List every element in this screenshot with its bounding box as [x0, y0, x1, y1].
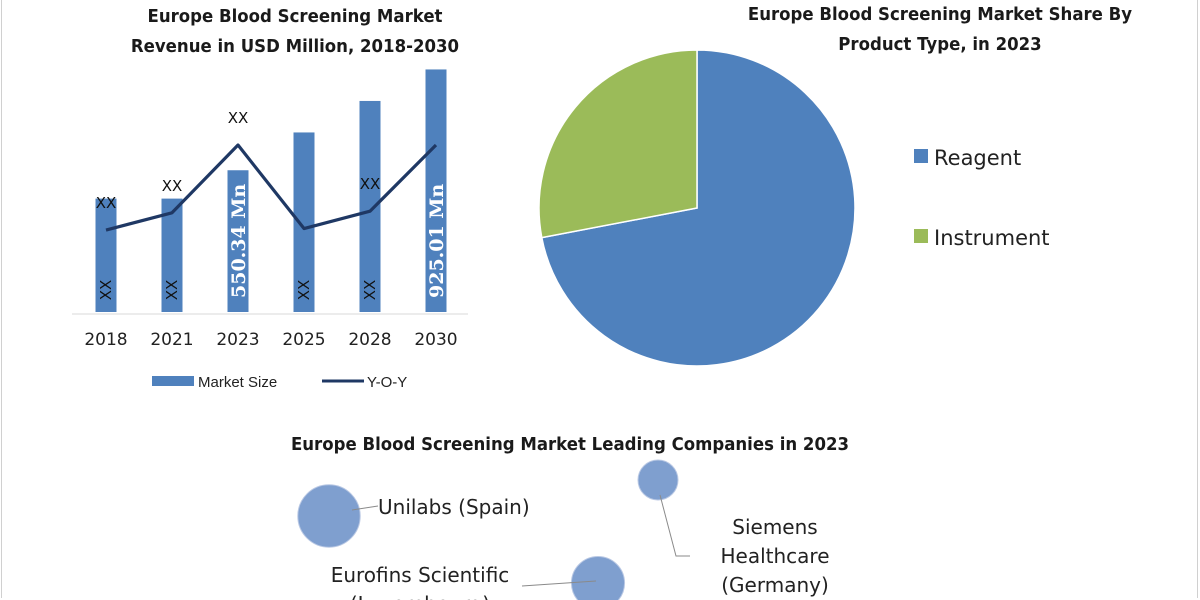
- company-label-0-line-0: Unilabs (Spain): [378, 495, 530, 519]
- bar-2025: [293, 132, 315, 312]
- bottom-label-2018: XX: [97, 280, 115, 301]
- x-tick-2030: 2030: [414, 330, 457, 350]
- legend-label-yoy: Y-O-Y: [367, 374, 407, 391]
- top-label-2018: XX: [96, 194, 117, 212]
- company-label-1-line-0: Siemens: [732, 515, 817, 539]
- company-bubble-0: [297, 484, 361, 548]
- x-tick-2025: 2025: [282, 330, 325, 350]
- bottom-label-2021: XX: [163, 280, 181, 301]
- bar-chart-title: Europe Blood Screening Market Revenue in…: [130, 6, 460, 57]
- pie-legend-swatch-reagent: [914, 149, 928, 163]
- bar-2028: [359, 100, 381, 312]
- x-tick-2023: 2023: [216, 330, 259, 350]
- company-bubble-2: [570, 555, 626, 600]
- legend-swatch-market-size: [152, 376, 194, 386]
- value-label-2030: 925.01 Mn: [426, 184, 448, 298]
- company-label-1-line-1: Healthcare: [720, 544, 829, 568]
- company-label-2-line-0: Eurofins Scientific: [331, 563, 510, 587]
- pie-chart-title: Europe Blood Screening Market Share By P…: [747, 4, 1133, 55]
- pie-slice-reagent: [540, 49, 856, 367]
- bottom-label-2028: XX: [361, 280, 379, 301]
- bubble-chart-title: Europe Blood Screening Market Leading Co…: [290, 434, 850, 455]
- bar-2023: [227, 170, 249, 312]
- x-tick-2018: 2018: [84, 330, 127, 350]
- pie-slice-instrument: [538, 49, 698, 239]
- top-label-2021: XX: [162, 177, 183, 195]
- yoy-line: [105, 143, 438, 232]
- x-tick-2021: 2021: [150, 330, 193, 350]
- legend-label-market-size: Market Size: [198, 374, 277, 391]
- company-label-2-line-1: (Luxembourg): [350, 592, 490, 600]
- bottom-label-2025: XX: [295, 280, 313, 301]
- company-bubble-1: [637, 459, 679, 501]
- top-label-2028: XX: [360, 175, 381, 193]
- bar-2030: [425, 69, 447, 312]
- value-label-2023: 550.34 Mn: [228, 184, 250, 298]
- pie-legend-label-reagent: Reagent: [934, 146, 1021, 170]
- company-leader-line-1: [659, 494, 690, 557]
- company-label-1-line-2: (Germany): [721, 573, 829, 597]
- pie-legend-label-instrument: Instrument: [934, 226, 1050, 250]
- company-leader-line-2: [521, 580, 597, 587]
- top-label-2023: XX: [228, 109, 249, 127]
- pie-legend-swatch-instrument: [914, 229, 928, 243]
- bar-2018: [95, 198, 117, 312]
- bar-2021: [161, 198, 183, 312]
- company-leader-line-0: [351, 505, 379, 511]
- x-tick-2028: 2028: [348, 330, 391, 350]
